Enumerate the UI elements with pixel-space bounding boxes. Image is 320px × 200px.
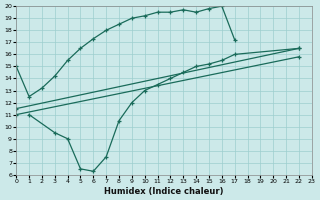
X-axis label: Humidex (Indice chaleur): Humidex (Indice chaleur) bbox=[104, 187, 224, 196]
